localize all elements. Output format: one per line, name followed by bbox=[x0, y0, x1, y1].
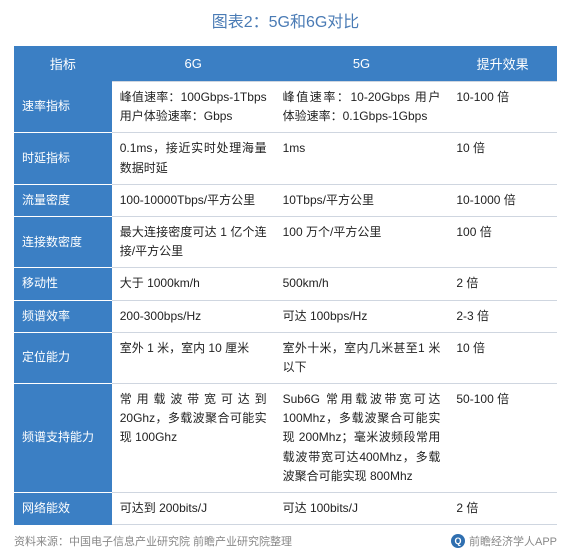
cell-improve: 10-1000 倍 bbox=[448, 184, 557, 216]
cell-c6g: 200-300bps/Hz bbox=[112, 300, 275, 332]
cell-metric: 网络能效 bbox=[14, 493, 112, 525]
table-row: 连接数密度最大连接密度可达 1 亿个连接/平方公里100 万个/平方公里100 … bbox=[14, 216, 557, 267]
cell-improve: 10 倍 bbox=[448, 332, 557, 383]
cell-improve: 10 倍 bbox=[448, 133, 557, 184]
cell-metric: 流量密度 bbox=[14, 184, 112, 216]
cell-improve: 10-100 倍 bbox=[448, 82, 557, 133]
col-5g: 5G bbox=[275, 46, 449, 82]
cell-metric: 移动性 bbox=[14, 268, 112, 300]
cell-metric: 速率指标 bbox=[14, 82, 112, 133]
cell-metric: 连接数密度 bbox=[14, 216, 112, 267]
table-row: 定位能力室外 1 米，室内 10 厘米室外十米，室内几米甚至1 米以下10 倍 bbox=[14, 332, 557, 383]
cell-c5g: 100 万个/平方公里 bbox=[275, 216, 449, 267]
cell-improve: 2 倍 bbox=[448, 268, 557, 300]
table-row: 流量密度100-10000Tbps/平方公里10Tbps/平方公里10-1000… bbox=[14, 184, 557, 216]
table-row: 时延指标0.1ms，接近实时处理海量数据时延1ms10 倍 bbox=[14, 133, 557, 184]
cell-c5g: 室外十米，室内几米甚至1 米以下 bbox=[275, 332, 449, 383]
cell-c6g: 峰值速率：100Gbps-1Tbps 用户体验速率：Gbps bbox=[112, 82, 275, 133]
table-row: 频谱支持能力常用载波带宽可达到20Ghz，多载波聚合可能实现 100GhzSub… bbox=[14, 384, 557, 493]
table-row: 频谱效率200-300bps/Hz可达 100bps/Hz2-3 倍 bbox=[14, 300, 557, 332]
logo-icon: Q bbox=[451, 534, 465, 548]
cell-c6g: 最大连接密度可达 1 亿个连接/平方公里 bbox=[112, 216, 275, 267]
cell-metric: 定位能力 bbox=[14, 332, 112, 383]
cell-improve: 50-100 倍 bbox=[448, 384, 557, 493]
footer-source: 资料来源：中国电子信息产业研究院 前瞻产业研究院整理 bbox=[14, 533, 292, 549]
table-row: 网络能效可达到 200bits/J可达 100bits/J2 倍 bbox=[14, 493, 557, 525]
table-row: 移动性大于 1000km/h500km/h2 倍 bbox=[14, 268, 557, 300]
col-metric: 指标 bbox=[14, 46, 112, 82]
footer-app-label: 前瞻经济学人APP bbox=[469, 533, 557, 549]
table-header-row: 指标 6G 5G 提升效果 bbox=[14, 46, 557, 82]
cell-c6g: 室外 1 米，室内 10 厘米 bbox=[112, 332, 275, 383]
cell-improve: 2 倍 bbox=[448, 493, 557, 525]
cell-metric: 频谱支持能力 bbox=[14, 384, 112, 493]
cell-improve: 2-3 倍 bbox=[448, 300, 557, 332]
cell-c5g: 峰值速率：10-20Gbps 用户体验速率：0.1Gbps-1Gbps bbox=[275, 82, 449, 133]
cell-c5g: 10Tbps/平方公里 bbox=[275, 184, 449, 216]
cell-c6g: 大于 1000km/h bbox=[112, 268, 275, 300]
cell-metric: 时延指标 bbox=[14, 133, 112, 184]
col-6g: 6G bbox=[112, 46, 275, 82]
cell-c6g: 0.1ms，接近实时处理海量数据时延 bbox=[112, 133, 275, 184]
cell-c5g: Sub6G 常用载波带宽可达100Mhz，多载波聚合可能实现 200Mhz；毫米… bbox=[275, 384, 449, 493]
cell-c6g: 100-10000Tbps/平方公里 bbox=[112, 184, 275, 216]
comparison-table: 指标 6G 5G 提升效果 速率指标峰值速率：100Gbps-1Tbps 用户体… bbox=[14, 46, 557, 525]
cell-c5g: 可达 100bps/Hz bbox=[275, 300, 449, 332]
table-row: 速率指标峰值速率：100Gbps-1Tbps 用户体验速率：Gbps峰值速率：1… bbox=[14, 82, 557, 133]
footer: 资料来源：中国电子信息产业研究院 前瞻产业研究院整理 Q 前瞻经济学人APP bbox=[14, 533, 557, 549]
cell-c5g: 可达 100bits/J bbox=[275, 493, 449, 525]
cell-c6g: 常用载波带宽可达到20Ghz，多载波聚合可能实现 100Ghz bbox=[112, 384, 275, 493]
footer-app: Q 前瞻经济学人APP bbox=[451, 533, 557, 549]
cell-metric: 频谱效率 bbox=[14, 300, 112, 332]
chart-title: 图表2：5G和6G对比 bbox=[14, 8, 557, 32]
cell-improve: 100 倍 bbox=[448, 216, 557, 267]
col-improve: 提升效果 bbox=[448, 46, 557, 82]
cell-c5g: 1ms bbox=[275, 133, 449, 184]
cell-c5g: 500km/h bbox=[275, 268, 449, 300]
cell-c6g: 可达到 200bits/J bbox=[112, 493, 275, 525]
